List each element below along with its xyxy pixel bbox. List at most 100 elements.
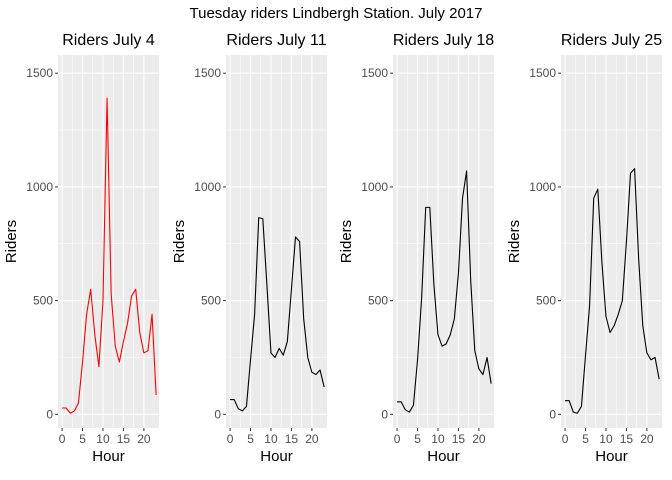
data-point [70,413,71,414]
data-point [593,198,594,199]
data-point [437,334,438,335]
data-point [597,189,598,190]
data-point [254,314,255,315]
data-point [74,410,75,411]
y-axis-label: Riders [171,220,188,263]
data-point [246,406,247,407]
data-point [474,350,475,351]
y-tick-label: 500 [33,294,53,308]
y-axis-label: Riders [506,220,523,263]
data-point [441,346,442,347]
data-point [147,350,148,351]
data-point [417,359,418,360]
data-point [482,374,483,375]
data-point [270,352,271,353]
data-point [102,300,103,301]
panel-title: Riders July 11 [226,32,326,49]
y-tick-label: 500 [368,294,388,308]
x-tick-label: 5 [414,432,421,446]
data-point [478,368,479,369]
data-point [446,343,447,344]
y-tick-label: 500 [536,294,556,308]
data-point [229,399,230,400]
data-point [311,372,312,373]
data-point [131,295,132,296]
x-tick-label: 10 [264,432,278,446]
x-tick-label: 0 [394,432,401,446]
x-tick-label: 15 [285,432,299,446]
x-tick-label: 5 [582,432,589,446]
data-point [433,284,434,285]
data-point [61,407,62,408]
x-tick-label: 10 [431,432,445,446]
y-tick-label: 1500 [361,66,388,80]
data-point [319,369,320,370]
y-tick-label: 0 [381,407,388,421]
data-point [458,273,459,274]
data-point [470,280,471,281]
data-point [151,314,152,315]
data-point [466,170,467,171]
data-point [405,409,406,410]
data-point [291,289,292,290]
y-axis-label: Riders [338,220,355,263]
data-point [234,399,235,400]
data-point [630,173,631,174]
x-axis-label: Hour [260,448,293,465]
data-point [642,325,643,326]
x-tick-label: 10 [96,432,110,446]
data-point [646,352,647,353]
panel-title: Riders July 25 [561,32,662,49]
x-tick-label: 20 [137,432,151,446]
data-point [569,400,570,401]
x-tick-label: 0 [227,432,234,446]
x-axis-label: Hour [595,448,628,465]
x-tick-label: 0 [562,432,569,446]
data-point [622,300,623,301]
data-point [135,289,136,290]
data-point [98,366,99,367]
data-point [242,410,243,411]
data-point [486,357,487,358]
data-point [429,207,430,208]
y-tick-label: 1000 [26,180,53,194]
data-point [413,405,414,406]
data-point [299,241,300,242]
data-point [94,334,95,335]
y-tick-label: 1500 [529,66,556,80]
data-point [618,314,619,315]
data-point [409,411,410,412]
data-point [156,394,157,395]
y-tick-label: 0 [549,407,556,421]
y-axis-label: Riders [3,220,20,263]
y-tick-label: 1000 [194,180,221,194]
data-point [601,261,602,262]
data-point [139,332,140,333]
data-point [577,413,578,414]
y-tick-label: 1500 [194,66,221,80]
data-point [143,352,144,353]
data-point [262,218,263,219]
data-point [564,400,565,401]
data-point [303,318,304,319]
riders-series-line [397,170,492,413]
data-point [401,401,402,402]
riders-series-line [230,217,325,412]
data-point [315,374,316,375]
data-point [123,341,124,342]
data-point [90,289,91,290]
data-point [115,346,116,347]
data-point [450,334,451,335]
data-point [66,407,67,408]
data-point [86,314,87,315]
data-point [250,359,251,360]
data-point [287,341,288,342]
x-tick-label: 5 [79,432,86,446]
panel-title: Riders July 4 [62,32,155,49]
x-tick-label: 10 [599,432,613,446]
x-tick-label: 5 [247,432,254,446]
figure-title: Tuesday riders Lindbergh Station. July 2… [190,5,483,22]
